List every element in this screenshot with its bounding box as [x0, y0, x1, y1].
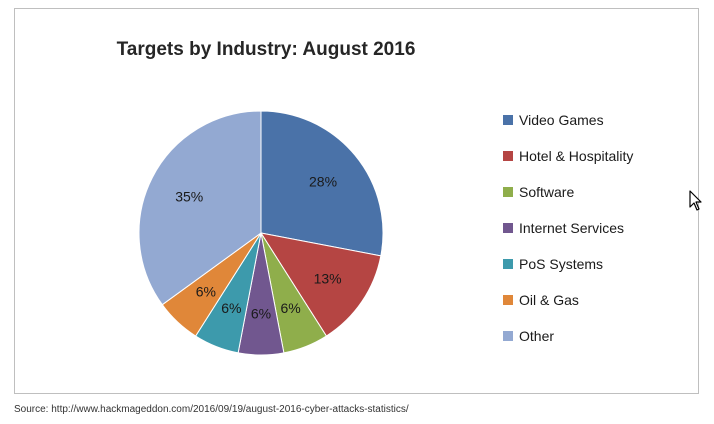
legend-label: Internet Services	[519, 220, 625, 236]
legend-item-oil-gas: Oil & Gas	[503, 290, 579, 310]
data-label-pos-systems: 6%	[221, 300, 241, 316]
legend-label: Video Games	[519, 112, 604, 128]
pie-slice-other	[138, 110, 262, 306]
legend-swatch	[503, 295, 513, 305]
mouse-pointer-icon	[689, 190, 703, 217]
legend-item-other: Other	[503, 326, 554, 346]
data-label-software: 6%	[281, 300, 301, 316]
data-label-hotel-hospitality: 13%	[314, 270, 342, 286]
legend-label: Software	[519, 184, 575, 200]
legend-label: Hotel & Hospitality	[519, 148, 634, 164]
legend-label: Other	[519, 328, 555, 344]
legend-item-internet-services: Internet Services	[503, 218, 624, 238]
data-label-other: 35%	[175, 188, 203, 204]
legend-label: Oil & Gas	[519, 292, 579, 308]
legend-swatch	[503, 115, 513, 125]
legend-item-hotel-hospitality: Hotel & Hospitality	[503, 146, 633, 166]
legend-item-video-games: Video Games	[503, 110, 604, 130]
legend-swatch	[503, 331, 513, 341]
legend-swatch	[503, 223, 513, 233]
legend-label: PoS Systems	[519, 256, 604, 272]
legend-item-pos-systems: PoS Systems	[503, 254, 603, 274]
legend-swatch	[503, 259, 513, 269]
source-caption: Source: http://www.hackmageddon.com/2016…	[14, 404, 409, 415]
legend-swatch	[503, 187, 513, 197]
data-label-video-games: 28%	[309, 174, 337, 190]
pie-slice-hotel-hospitality	[259, 232, 382, 337]
legend-swatch	[503, 151, 513, 161]
pie-slice-video-games	[260, 110, 384, 257]
chart-title: Targets by Industry: August 2016	[116, 39, 416, 60]
data-label-oil-gas: 6%	[196, 284, 216, 300]
legend-item-software: Software	[503, 182, 574, 202]
data-label-internet-services: 6%	[251, 306, 271, 322]
